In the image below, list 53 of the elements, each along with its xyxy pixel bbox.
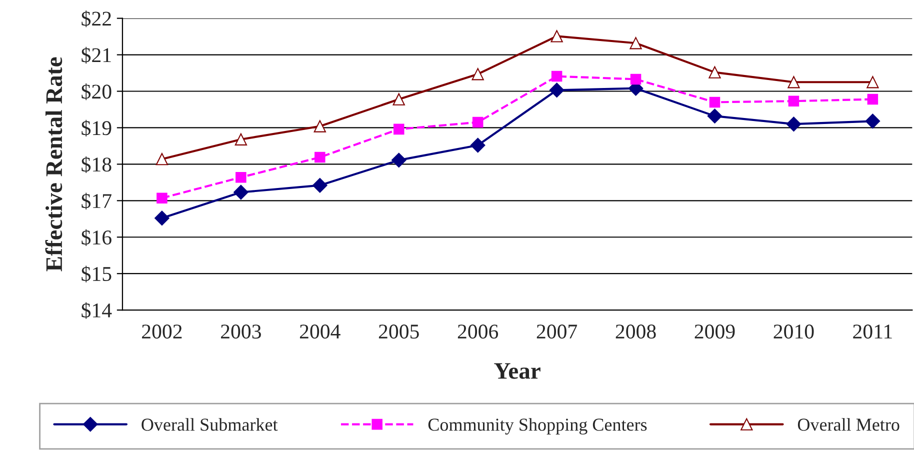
point (470, 138, 486, 153)
y-tick-label: $16 (82, 229, 112, 246)
legend-label: Overall Metro (798, 418, 900, 431)
y-axis-title: Effective Rental Rate (45, 57, 62, 272)
point (314, 152, 326, 163)
point (393, 124, 404, 135)
y-tick-label: $21 (82, 46, 111, 64)
y-tick-label: $20 (82, 83, 112, 100)
point (392, 93, 405, 106)
point (234, 184, 248, 200)
point (707, 108, 722, 124)
point (709, 96, 720, 108)
point (312, 178, 328, 193)
point (154, 210, 170, 226)
point (786, 116, 802, 132)
point (788, 76, 800, 88)
legend-label: Community Shopping Centers (428, 418, 647, 435)
point (867, 94, 878, 105)
point (391, 152, 406, 168)
x-tick-label: 2002 (142, 324, 182, 339)
x-tick-label: 2005 (378, 324, 419, 339)
x-tick-label: 2006 (458, 324, 498, 339)
point (551, 70, 562, 82)
point (156, 153, 168, 166)
x-tick-label: 2008 (616, 324, 656, 339)
x-tick-label: 2007 (536, 324, 578, 339)
point (708, 66, 721, 78)
point (630, 37, 642, 50)
point (630, 74, 642, 85)
point (472, 68, 484, 80)
x-tick-label: 2010 (774, 324, 814, 339)
point (472, 116, 484, 128)
point (314, 120, 326, 132)
point (865, 114, 880, 129)
legend-label: Overall Submarket (142, 418, 278, 431)
x-tick-label: 2004 (300, 324, 340, 339)
y-tick-label: $15 (82, 266, 112, 282)
point (549, 82, 564, 98)
point (156, 192, 168, 204)
y-tick-label: $18 (82, 156, 112, 174)
x-tick-label: 2003 (221, 324, 261, 339)
y-tick-label: $17 (82, 192, 112, 210)
x-tick-label: 2009 (694, 324, 735, 339)
y-tick-label: $19 (82, 120, 112, 137)
y-tick-label: $22 (82, 10, 111, 28)
y-tick-label: $14 (82, 302, 112, 319)
x-axis-title: Year (494, 363, 540, 379)
point (866, 76, 879, 88)
point (234, 133, 248, 146)
point (236, 172, 246, 183)
point (788, 96, 800, 106)
point (550, 30, 563, 42)
x-tick-label: 2011 (853, 324, 892, 339)
